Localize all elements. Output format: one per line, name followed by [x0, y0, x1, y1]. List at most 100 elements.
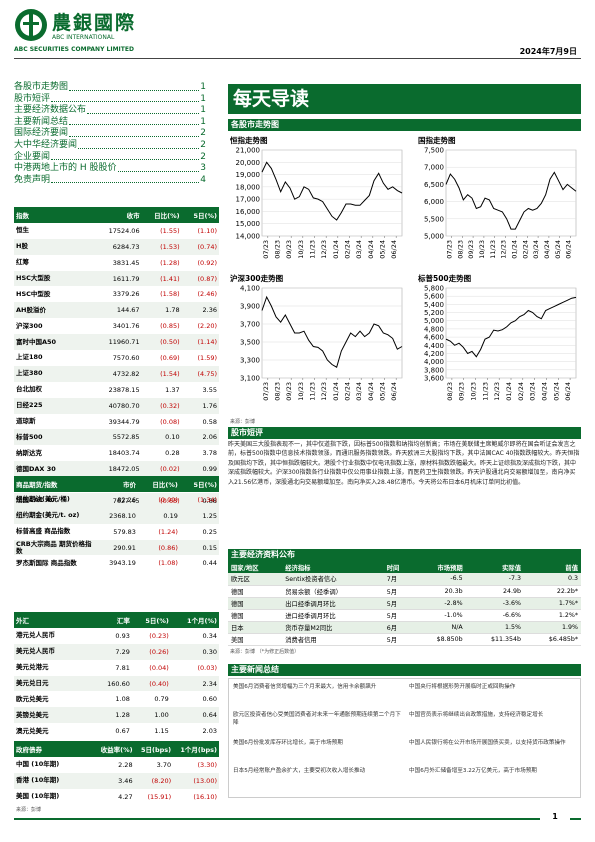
row-change-2: 0.25: [202, 527, 217, 536]
eco-cell-p: 0.3: [524, 573, 581, 586]
table-header-row: 指数 收市 日比(%) 5日(%): [14, 207, 219, 223]
row-change-1: (1.58): [160, 290, 180, 299]
row-value: 4732.82: [112, 369, 140, 378]
toc-item[interactable]: 免责声明 4: [14, 175, 206, 187]
y-tick-label: 21,000: [236, 147, 261, 155]
x-tick-label: 12/23: [493, 382, 501, 401]
row-name: 纽约期金(美元/t. oz): [16, 511, 80, 520]
row-name: 恒生: [16, 226, 29, 235]
eco-cell-i: 出口经季调月环比: [282, 597, 384, 610]
row-value: 579.83: [113, 527, 136, 536]
y-tick-label: 18,000: [236, 183, 261, 191]
toc-item[interactable]: 中港两地上市的 H 股股价 3: [14, 163, 206, 175]
y-tick-label: 17,000: [236, 196, 261, 204]
toc-item-page: 2: [200, 139, 206, 150]
eco-cell-i: Sentix投资者信心: [282, 573, 384, 586]
row-change-1: (0.08): [160, 417, 180, 426]
table-row: 欧元兑美元 1.08 0.79 0.60: [14, 691, 219, 707]
series-line: [445, 296, 577, 358]
row-name: 欧元兑美元: [16, 694, 49, 703]
toc-item[interactable]: 主要新闻总结 1: [14, 117, 206, 129]
row-change-2: 2.34: [202, 679, 217, 688]
x-tick-label: 05/24: [552, 382, 560, 401]
y-tick-label: 4,000: [424, 358, 444, 366]
row-change-2: 0.58: [202, 417, 217, 426]
eco-cell-e: N/A: [413, 621, 466, 634]
table-header-cell: 收市: [94, 207, 142, 223]
row-change-2: 2.36: [202, 306, 217, 315]
row-change-2: 1.76: [202, 401, 217, 410]
row-change-1: (0.50): [160, 338, 180, 347]
toc-item-page: 1: [200, 105, 206, 116]
hscei-chart-title: 国指走势图: [418, 136, 456, 145]
row-change-2: 2.03: [202, 727, 217, 736]
y-tick-label: 4,400: [424, 342, 444, 350]
toc-item-label: 主要经济数据公布: [14, 105, 87, 116]
eco-header-cell: 前值: [524, 561, 581, 573]
row-change-1: 1.78: [165, 306, 180, 315]
row-name: 纽约期油(美元/桶): [16, 495, 70, 504]
row-name: 美元兑人民币: [16, 647, 55, 656]
row-change-1: 1.15: [154, 727, 169, 736]
eco-cell-p: 22.2b*: [524, 585, 581, 598]
x-tick-label: 01/24: [505, 382, 513, 401]
table-row: 罗杰斯国际 商品指数 3943.19 (1.08) 0.44: [14, 555, 219, 571]
row-change-2: (16.10): [193, 792, 217, 801]
table-header-cell: 指数: [14, 207, 94, 223]
row-change-2: 0.30: [202, 647, 217, 656]
row-change-2: 0.60: [202, 695, 217, 704]
table-row: 台北加权 23878.15 1.37 3.55: [14, 382, 219, 398]
eco-cell-c: 德国: [228, 597, 283, 610]
y-tick-label: 5,800: [424, 285, 444, 293]
row-value: 290.91: [113, 543, 136, 552]
row-value: 3.46: [118, 776, 133, 785]
news-item: 日本5月经常账户盈余扩大，主要受初次收入增长推动: [233, 768, 366, 774]
table-row: 美国 (10年期) 4.27 (15.91) (16.10): [14, 789, 219, 805]
toc-item[interactable]: 各股市走势图 1: [14, 82, 206, 94]
row-value: 2368.10: [109, 511, 136, 520]
sp500-line-chart: 5,8005,6005,4005,2005,0004,8004,6004,400…: [424, 285, 577, 401]
row-value: 17524.06: [108, 226, 140, 235]
toc-item-page: 4: [200, 174, 206, 185]
row-value: 4.27: [118, 792, 133, 801]
charts-section-title: 各股市走势图: [228, 119, 581, 131]
toc-item[interactable]: 股市短评 1: [14, 94, 206, 106]
eco-cell-i: 贸易余额（经季调）: [282, 585, 384, 598]
toc-dots: [78, 140, 200, 149]
row-change-2: (0.03): [197, 663, 217, 672]
toc-item[interactable]: 主要经济数据公布 1: [14, 105, 206, 117]
row-change-1: (0.63): [160, 496, 180, 505]
sp500-chart-title: 标普500走势图: [418, 274, 472, 283]
row-value: 23878.15: [108, 385, 140, 394]
x-tick-label: 06/24: [390, 240, 398, 259]
toc-item-label: 免责声明: [14, 174, 51, 185]
toc-dots: [51, 152, 200, 161]
toc-item[interactable]: 企业要闻 2: [14, 152, 206, 164]
x-tick-label: 08/23: [456, 240, 464, 259]
series-line: [261, 161, 403, 221]
eco-cell-p: $6.485b*: [524, 633, 581, 646]
toc-item[interactable]: 大中华经济要闻 2: [14, 140, 206, 152]
x-tick-label: 02/24: [344, 240, 352, 259]
x-tick-label: 01/24: [510, 240, 518, 259]
y-tick-label: 6,500: [424, 181, 444, 189]
row-name: 富时中国A50: [16, 337, 57, 346]
row-change-2: 2.06: [202, 433, 217, 442]
y-tick-label: 3,800: [424, 366, 444, 374]
eco-cell-i: 进口经季调月环比: [282, 609, 384, 622]
x-tick-label: 06/24: [390, 382, 398, 401]
eco-row: 德国 进口经季调月环比 5月 -1.0% -6.6% 1.2%*: [228, 609, 581, 622]
row-change-2: 0.34: [202, 631, 217, 640]
table-header-cell: 5日(%): [131, 612, 171, 628]
toc-item[interactable]: 国际经济要闻 2: [14, 128, 206, 140]
toc-item-page: 3: [200, 163, 206, 174]
row-value: 40780.70: [108, 401, 140, 410]
table-row: 恒生 17524.06 (1.55) (1.10): [14, 223, 219, 239]
table-header-row: 外汇 汇率 5日(%) 1个月(%): [14, 612, 219, 628]
row-change-1: (0.40): [149, 679, 169, 688]
x-tick-label: 03/24: [355, 382, 363, 401]
y-tick-label: 4,800: [424, 325, 444, 333]
x-tick-label: 03/24: [532, 240, 540, 259]
row-name: 标普500: [16, 432, 43, 441]
row-change-1: (1.28): [160, 258, 180, 267]
